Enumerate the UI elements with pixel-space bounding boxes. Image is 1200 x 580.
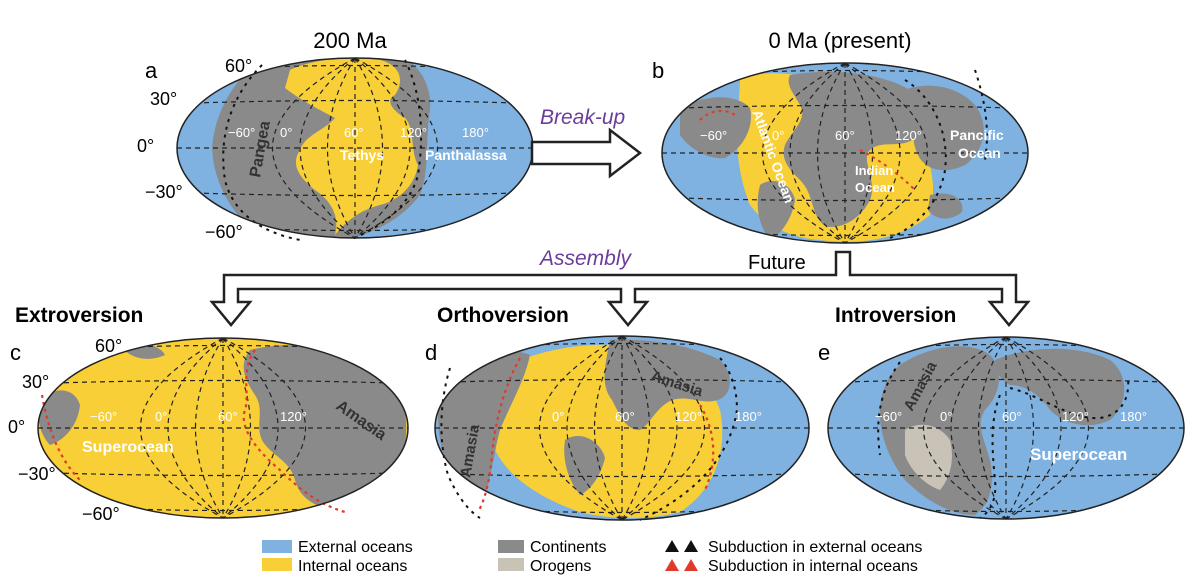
panel-d-lon-0: 0° (552, 409, 564, 424)
superocean-label-e: Superocean (1030, 445, 1127, 464)
subduction-line-b (889, 79, 947, 239)
legend: External oceans Internal oceans Continen… (262, 539, 922, 575)
legend-orogens: Orogens (530, 558, 591, 575)
future-label: Future (748, 252, 806, 274)
superocean-label-c: Superocean (82, 439, 174, 456)
panel-a-title: 200 Ma (313, 28, 387, 53)
breakup-label: Break-up (540, 106, 625, 129)
panel-a-lon-m60: −60° (228, 125, 255, 140)
panel-c-letter: c (10, 340, 21, 365)
panel-c-lon-0: 0° (155, 409, 167, 424)
continents-b (783, 71, 928, 227)
panel-d-lon-60: 60° (615, 409, 635, 424)
legend-swatch-orogens (498, 558, 524, 571)
indian-label-1: Indian (855, 163, 893, 178)
globe-d (434, 335, 810, 521)
panel-c-lat-m30: −30° (18, 464, 56, 484)
panel-a-lat-m30: −30° (145, 182, 183, 202)
legend-sub-ext: Subduction in external oceans (708, 539, 922, 556)
assembly-arrow (209, 250, 1031, 327)
panel-c-lon-120: 120° (280, 409, 307, 424)
panel-c-lon-60: 60° (218, 409, 238, 424)
legend-external: External oceans (298, 539, 413, 556)
legend-continents: Continents (530, 539, 607, 556)
indian-label-2: Ocean (855, 180, 895, 195)
panel-c-lat-60: 60° (95, 336, 122, 356)
panel-a-lon-0: 0° (280, 125, 292, 140)
globe-b (661, 62, 1029, 244)
panel-e-lon-0: 0° (940, 409, 952, 424)
globe-e (827, 336, 1185, 520)
panel-b-lon-60: 60° (835, 128, 855, 143)
panel-b-title: 0 Ma (present) (768, 28, 911, 53)
tethys-label: Tethys (340, 147, 384, 163)
amasia-continent-c (243, 345, 407, 511)
introversion-heading: Introversion (835, 304, 956, 327)
pacific-label-1: Pancific (950, 127, 1004, 143)
panel-c-lat-0: 0° (8, 417, 25, 437)
panel-e-lon-120: 120° (1062, 409, 1089, 424)
subduction-line-c (242, 349, 346, 514)
panel-e-letter: e (818, 340, 830, 365)
assembly-label: Assembly (538, 247, 633, 270)
legend-subduction-internal-icon (665, 559, 698, 571)
globe-a (176, 57, 534, 241)
panel-a-lat-m60: −60° (205, 222, 243, 242)
panel-a-lat-60: 60° (225, 56, 252, 76)
panel-a-lon-180: 180° (462, 125, 489, 140)
breakup-arrow (530, 127, 643, 179)
panel-c-lat-m60: −60° (82, 504, 120, 524)
panel-a-letter: a (145, 58, 158, 83)
legend-internal: Internal oceans (298, 558, 407, 575)
tethys-ocean (285, 58, 418, 235)
panel-a-lat-0: 0° (137, 136, 154, 156)
panel-a-lon-120: 120° (400, 125, 427, 140)
legend-swatch-internal (262, 558, 292, 571)
panel-d-letter: d (425, 340, 437, 365)
globe-c (37, 337, 409, 519)
legend-subduction-external-icon (665, 540, 698, 552)
panel-c-lon-m60: −60° (90, 409, 117, 424)
extroversion-heading: Extroversion (15, 304, 143, 327)
panel-b-lon-0: 0° (772, 128, 784, 143)
panthalassa-label: Panthalassa (425, 147, 507, 163)
pacific-label-2: Ocean (958, 145, 1001, 161)
panel-e-lon-m60: −60° (875, 409, 902, 424)
panel-d-lon-180: 180° (735, 409, 762, 424)
legend-swatch-continents (498, 540, 524, 553)
legend-sub-int: Subduction in internal oceans (708, 558, 918, 575)
panel-b-lon-120: 120° (895, 128, 922, 143)
panel-b-letter: b (652, 58, 664, 83)
panel-a-lon-60: 60° (344, 125, 364, 140)
panel-b-lon-m60: −60° (700, 128, 727, 143)
panel-c-lat-30: 30° (22, 372, 49, 392)
panel-e-lon-60: 60° (1002, 409, 1022, 424)
panel-d-lon-120: 120° (675, 409, 702, 424)
legend-swatch-external (262, 540, 292, 553)
panel-e-lon-180: 180° (1120, 409, 1147, 424)
panel-a-lat-30: 30° (150, 89, 177, 109)
orthoversion-heading: Orthoversion (437, 304, 569, 327)
